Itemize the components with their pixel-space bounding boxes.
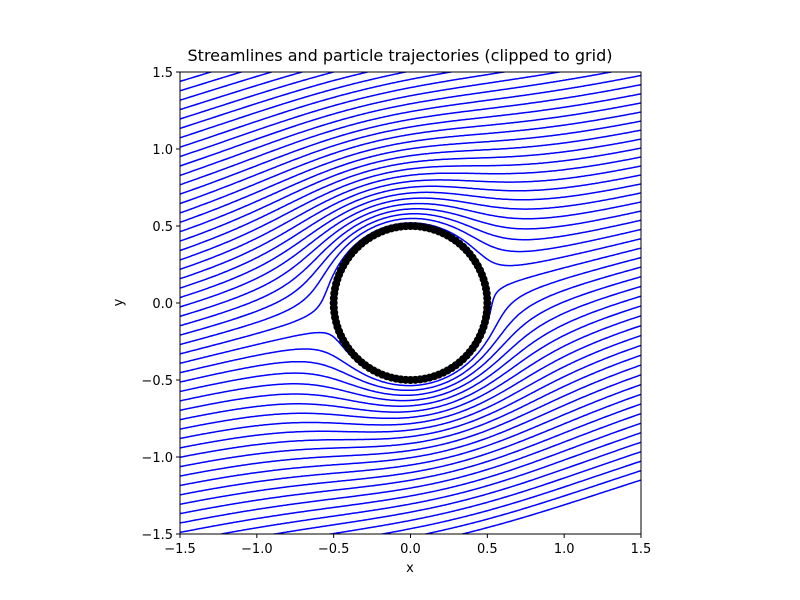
- streamline: [180, 72, 564, 167]
- y-tick-label: −1.5: [141, 528, 173, 543]
- streamline: [180, 72, 615, 177]
- streamline: [180, 208, 641, 327]
- streamline: [180, 174, 641, 289]
- streamline: [180, 120, 641, 233]
- streamline: [180, 93, 641, 205]
- obstacle: [329, 222, 492, 384]
- x-tick-label: 1.0: [554, 542, 575, 557]
- y-tick-label: −1.0: [141, 451, 173, 466]
- streamline: [180, 72, 455, 148]
- y-tick-label: 0.0: [152, 297, 173, 312]
- y-tick-label: 1.5: [152, 66, 173, 81]
- streamline: [180, 412, 641, 524]
- streamline: [180, 217, 641, 346]
- x-axis: −1.5 −1.0 −0.5 0.0 0.5 1.0 1.5: [164, 534, 651, 557]
- streamline: [180, 192, 641, 308]
- streamline: [180, 285, 641, 402]
- streamline: [180, 72, 410, 139]
- chart-title: Streamlines and particle trajectories (c…: [187, 46, 613, 65]
- x-tick-label: 0.5: [477, 542, 498, 557]
- obstacle-marker: [483, 294, 492, 303]
- streamline: [459, 479, 641, 534]
- streamline: [180, 72, 337, 120]
- streamline: [378, 460, 641, 534]
- streamline: [180, 374, 641, 487]
- streamline: [180, 383, 641, 496]
- streamline: [180, 102, 641, 214]
- streamline: [180, 156, 641, 271]
- streamline: [180, 72, 244, 92]
- x-tick-label: −1.0: [241, 542, 273, 557]
- x-tick-label: −1.5: [164, 542, 196, 557]
- streamline: [180, 129, 641, 242]
- y-tick-label: −0.5: [141, 374, 173, 389]
- streamline: [180, 165, 641, 280]
- x-axis-label: x: [406, 561, 414, 576]
- streamline: [180, 72, 305, 111]
- streamline: [180, 183, 641, 299]
- streamline: [180, 72, 214, 83]
- streamline: [180, 422, 641, 534]
- streamline: [180, 315, 641, 430]
- streamline: [180, 72, 509, 158]
- streamline: [180, 403, 641, 515]
- streamline: [180, 393, 641, 505]
- streamline: [180, 83, 641, 195]
- x-tick-label: 1.5: [631, 542, 652, 557]
- streamline: [180, 72, 275, 101]
- streamline: [180, 295, 641, 412]
- streamline: [180, 344, 641, 459]
- streamline: [180, 275, 641, 397]
- streamline: [180, 72, 371, 130]
- streamline: [180, 256, 641, 387]
- streamline: [180, 72, 183, 73]
- y-tick-label: 1.0: [152, 143, 173, 158]
- y-axis: −1.5 −1.0 −0.5 0.0 0.5 1.0 1.5: [141, 66, 180, 543]
- streamline: [180, 201, 641, 318]
- streamline: [180, 138, 641, 252]
- streamline: [269, 441, 641, 534]
- streamline: [180, 354, 641, 468]
- streamline: [180, 305, 641, 421]
- streamline: [180, 147, 641, 261]
- streamline: [180, 266, 641, 392]
- streamline: [180, 111, 641, 224]
- x-tick-label: 0.0: [400, 542, 421, 557]
- streamline: [180, 74, 641, 186]
- streamline: [180, 212, 641, 336]
- y-tick-label: 0.5: [152, 220, 173, 235]
- streamline: [325, 450, 641, 534]
- streamline: [421, 469, 641, 534]
- streamlines: [180, 72, 641, 534]
- y-axis-label: y: [111, 298, 127, 307]
- x-tick-label: −0.5: [318, 542, 350, 557]
- streamline: [180, 334, 641, 449]
- streamline: [216, 431, 641, 534]
- streamline: [180, 324, 641, 440]
- streamline: [180, 364, 641, 477]
